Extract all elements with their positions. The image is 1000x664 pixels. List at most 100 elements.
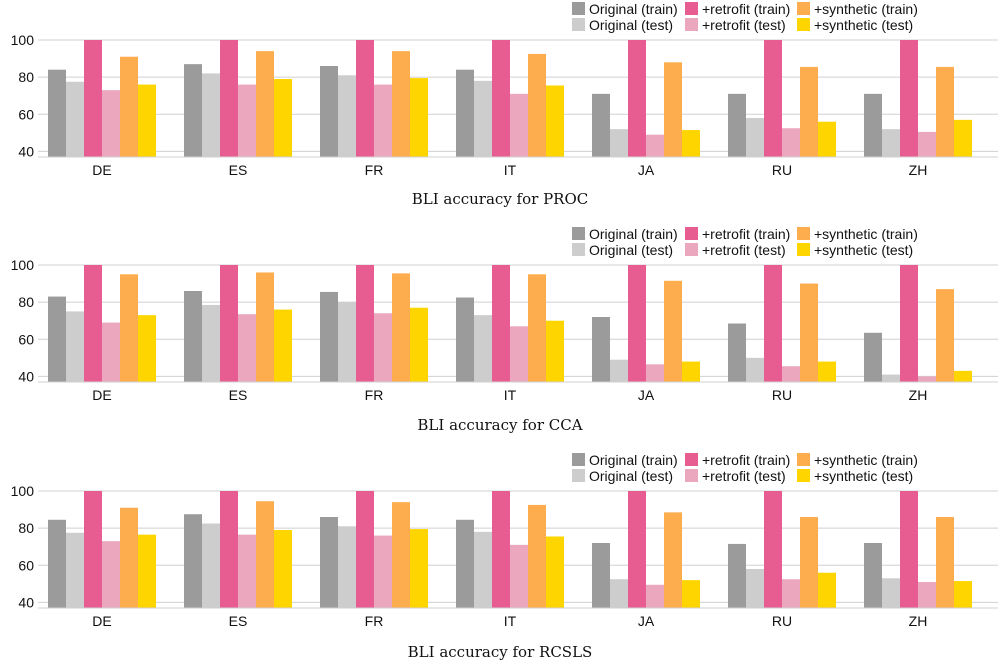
x-tick-label: ZH bbox=[909, 387, 928, 403]
bar-fr-3 bbox=[374, 84, 392, 157]
y-tick-label: 100 bbox=[11, 483, 35, 499]
bar-de-4 bbox=[120, 507, 138, 608]
bar-fr-2 bbox=[356, 265, 374, 382]
bar-ja-2 bbox=[628, 265, 646, 382]
bar-ru-5 bbox=[818, 121, 836, 157]
bar-fr-0 bbox=[320, 291, 338, 382]
bar-it-4 bbox=[528, 53, 546, 157]
bar-zh-5 bbox=[954, 581, 972, 608]
x-tick-label: DE bbox=[92, 387, 111, 403]
caption-prefix: BLI accuracy for bbox=[407, 643, 540, 661]
bar-zh-3 bbox=[918, 131, 936, 157]
legend-label: Original (test) bbox=[589, 468, 673, 484]
legend-swatch bbox=[572, 243, 585, 256]
bar-zh-4 bbox=[936, 517, 954, 608]
bar-ru-4 bbox=[800, 517, 818, 608]
y-tick-label: 80 bbox=[18, 69, 34, 85]
bar-de-5 bbox=[138, 315, 156, 382]
bar-es-4 bbox=[256, 501, 274, 608]
bar-zh-3 bbox=[918, 376, 936, 382]
bar-ja-0 bbox=[592, 543, 610, 608]
legend-swatch bbox=[685, 2, 698, 15]
bar-ru-4 bbox=[800, 66, 818, 157]
bar-es-3 bbox=[238, 84, 256, 157]
caption-prefix: BLI accuracy for bbox=[411, 190, 544, 208]
x-tick-label: IT bbox=[504, 387, 517, 403]
bar-it-5 bbox=[546, 536, 564, 608]
bar-ru-1 bbox=[746, 118, 764, 157]
bar-it-1 bbox=[474, 80, 492, 157]
bar-es-2 bbox=[220, 40, 238, 157]
x-tick-label: IT bbox=[504, 613, 517, 629]
bar-ja-2 bbox=[628, 491, 646, 608]
bar-es-5 bbox=[274, 79, 292, 157]
y-tick-label: 100 bbox=[11, 32, 35, 48]
caption-cca: BLI accuracy for CCA bbox=[0, 416, 1000, 434]
bar-ru-0 bbox=[728, 93, 746, 157]
bar-de-5 bbox=[138, 534, 156, 608]
x-tick-label: JA bbox=[638, 162, 655, 178]
legend-label: Original (train) bbox=[589, 452, 678, 468]
bar-it-0 bbox=[456, 69, 474, 157]
bar-ja-5 bbox=[682, 130, 700, 157]
bar-it-5 bbox=[546, 320, 564, 382]
bar-zh-0 bbox=[864, 543, 882, 608]
bar-fr-2 bbox=[356, 491, 374, 608]
x-tick-label: IT bbox=[504, 162, 517, 178]
legend-swatch bbox=[797, 18, 810, 31]
bar-de-3 bbox=[102, 90, 120, 157]
bar-it-1 bbox=[474, 315, 492, 382]
bar-ja-0 bbox=[592, 93, 610, 157]
x-tick-label: ZH bbox=[909, 613, 928, 629]
legend-label: +retrofit (train) bbox=[702, 226, 790, 242]
x-tick-label: JA bbox=[638, 387, 655, 403]
bar-zh-5 bbox=[954, 119, 972, 157]
bar-es-1 bbox=[202, 523, 220, 608]
bar-de-3 bbox=[102, 322, 120, 382]
bar-fr-5 bbox=[410, 307, 428, 382]
chart-proc-svg: 40 60 80 100 DE ES FR IT JA RU ZH Original (train)O… bbox=[11, 1, 998, 178]
bar-de-2 bbox=[84, 265, 102, 382]
bar-zh-4 bbox=[936, 289, 954, 382]
bar-ru-1 bbox=[746, 569, 764, 608]
bar-ru-5 bbox=[818, 361, 836, 382]
x-tick-label: FR bbox=[365, 387, 384, 403]
legend-swatch bbox=[797, 243, 810, 256]
bar-de-5 bbox=[138, 84, 156, 157]
y-tick-label: 40 bbox=[18, 143, 34, 159]
legend-label: +retrofit (train) bbox=[702, 452, 790, 468]
legend-label: +retrofit (train) bbox=[702, 1, 790, 17]
bar-ja-5 bbox=[682, 361, 700, 382]
bar-ru-4 bbox=[800, 283, 818, 382]
bar-fr-1 bbox=[338, 526, 356, 608]
bar-zh-2 bbox=[900, 491, 918, 608]
bar-ja-4 bbox=[664, 62, 682, 157]
x-tick-label: ES bbox=[229, 162, 248, 178]
bar-de-0 bbox=[48, 296, 66, 382]
bar-es-2 bbox=[220, 491, 238, 608]
bar-it-0 bbox=[456, 297, 474, 382]
legend-swatch bbox=[572, 453, 585, 466]
bar-de-0 bbox=[48, 69, 66, 157]
x-tick-label: RU bbox=[772, 387, 792, 403]
legend-swatch bbox=[685, 469, 698, 482]
x-tick-label: RU bbox=[772, 162, 792, 178]
legend-swatch bbox=[572, 469, 585, 482]
bar-it-4 bbox=[528, 274, 546, 382]
bar-ru-2 bbox=[764, 40, 782, 157]
bar-zh-5 bbox=[954, 370, 972, 382]
bar-ru-1 bbox=[746, 357, 764, 382]
legend-swatch bbox=[797, 453, 810, 466]
bar-zh-1 bbox=[882, 578, 900, 608]
bar-de-3 bbox=[102, 541, 120, 608]
bar-es-5 bbox=[274, 530, 292, 608]
y-tick-label: 60 bbox=[18, 106, 34, 122]
bar-it-0 bbox=[456, 519, 474, 608]
bar-it-2 bbox=[492, 491, 510, 608]
bar-es-0 bbox=[184, 64, 202, 157]
legend-swatch bbox=[572, 227, 585, 240]
bar-ru-3 bbox=[782, 366, 800, 382]
bar-fr-0 bbox=[320, 517, 338, 608]
chart-rcsls-svg: 40 60 80 100 DE ES FR IT JA RU ZH Original (train)O… bbox=[11, 452, 998, 629]
bar-ru-2 bbox=[764, 491, 782, 608]
